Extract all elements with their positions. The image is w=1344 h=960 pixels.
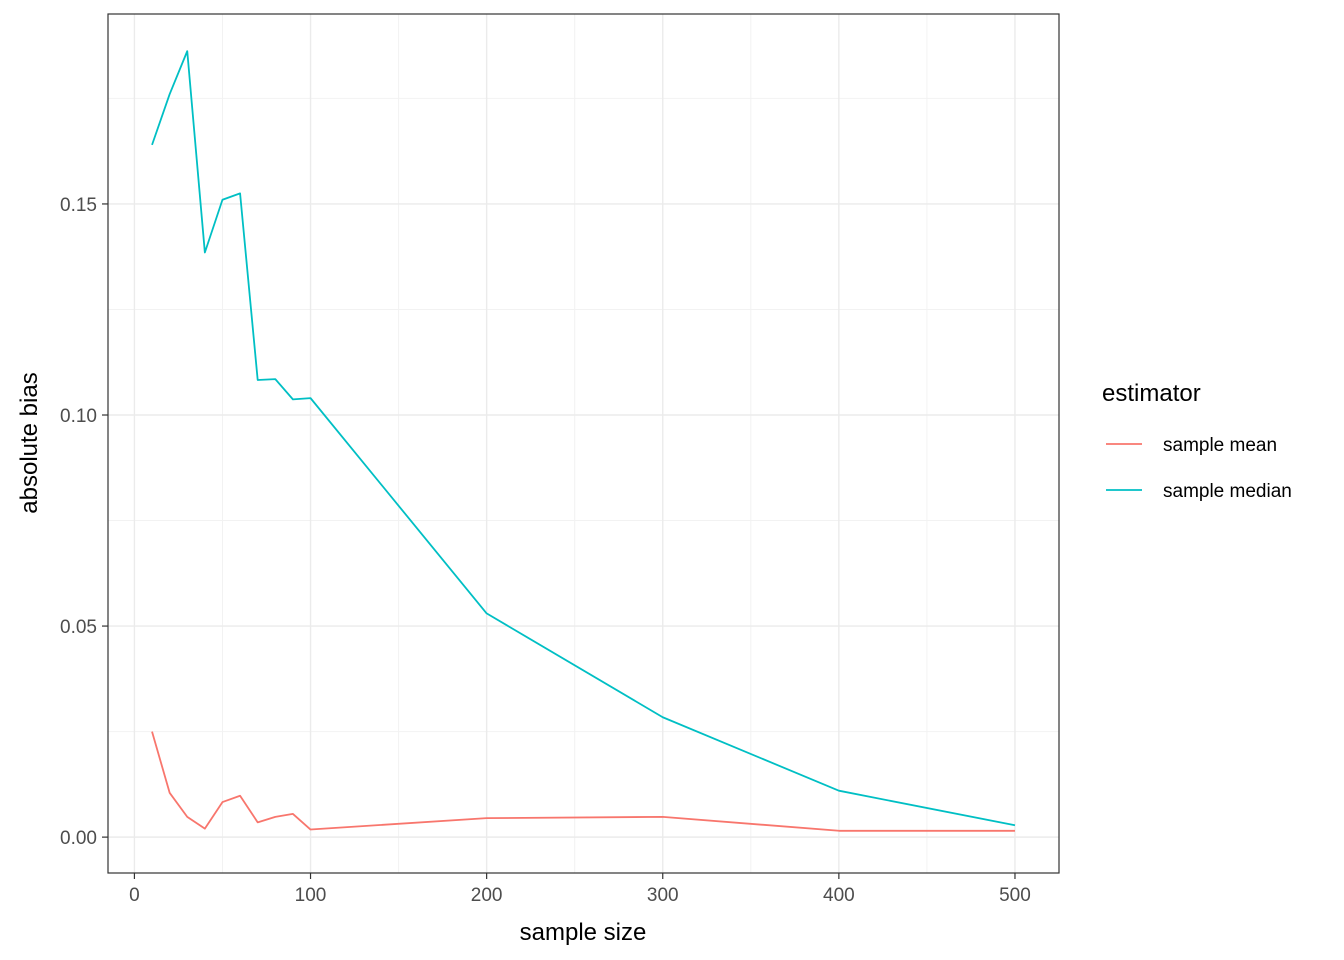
legend: estimator sample mean sample median: [1102, 380, 1292, 502]
legend-items: sample mean sample median: [1106, 435, 1292, 502]
x-tick-label: 200: [471, 885, 503, 906]
y-tick-label: 0.00: [60, 828, 97, 849]
x-axis: 0 100 200 300 400 500: [129, 873, 1031, 906]
x-tick-label: 500: [999, 885, 1031, 906]
series-layer: [151, 50, 1016, 832]
x-tick-label: 300: [647, 885, 679, 906]
y-axis: 0.00 0.05 0.10 0.15: [60, 195, 108, 849]
y-tick-label: 0.15: [60, 195, 97, 216]
plot-panel-border: [107, 13, 1060, 874]
plot-background: [108, 14, 1059, 873]
minor-gridlines: [108, 14, 1059, 873]
series-line-sample-median: [151, 50, 1016, 827]
legend-title: estimator: [1102, 380, 1201, 407]
x-tick-label: 0: [129, 885, 140, 906]
x-axis-title: sample size: [520, 919, 647, 946]
legend-label-sample-median: sample median: [1163, 481, 1292, 502]
legend-label-sample-mean: sample mean: [1163, 435, 1277, 456]
x-tick-label: 100: [295, 885, 327, 906]
major-gridlines: [108, 14, 1059, 873]
y-axis-title: absolute bias: [16, 372, 43, 513]
y-tick-label: 0.05: [60, 617, 97, 638]
series-line-sample-mean: [151, 731, 1015, 832]
y-tick-label: 0.10: [60, 406, 97, 427]
x-tick-label: 400: [823, 885, 855, 906]
